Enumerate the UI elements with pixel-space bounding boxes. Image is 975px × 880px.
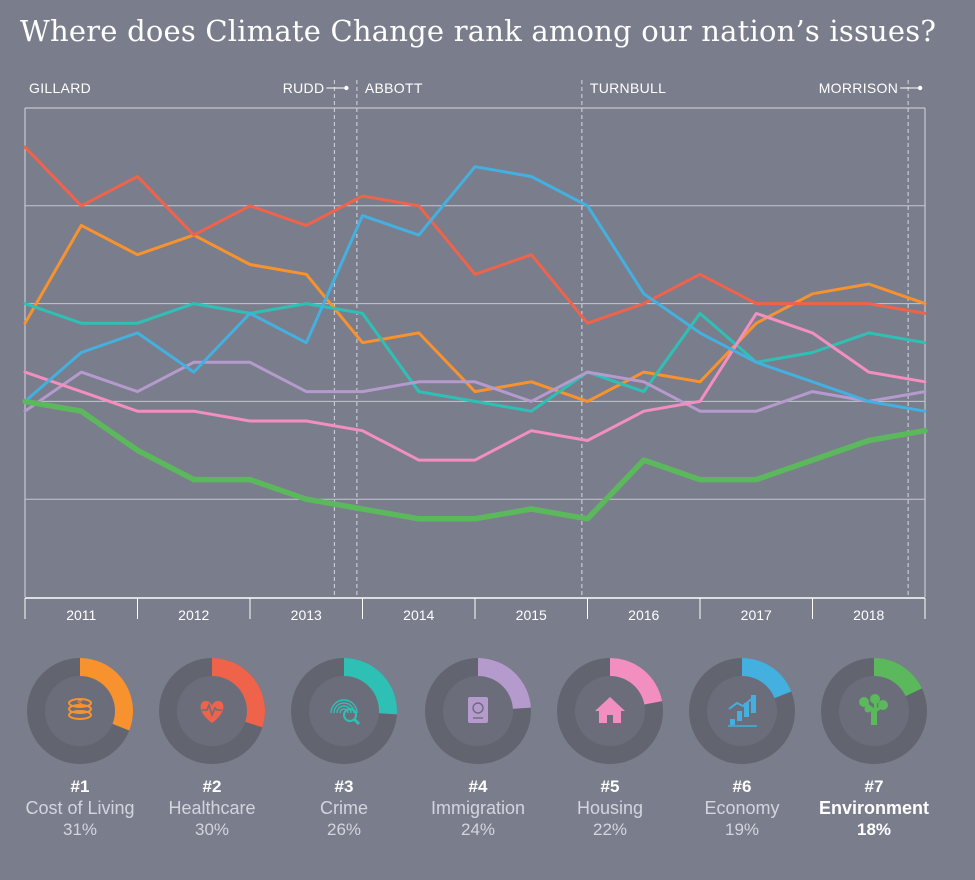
series-line-economy <box>23 165 927 413</box>
issue-card-healthcare: #2 Healthcare 30% <box>142 655 282 841</box>
issue-name: Economy <box>704 798 780 818</box>
issue-percent: 24% <box>460 820 496 839</box>
leader-label: MORRISON <box>819 80 898 96</box>
issue-name: Cost of Living <box>25 798 135 818</box>
year-tick-label: 2015 <box>516 607 547 623</box>
issue-percent: 30% <box>194 820 230 839</box>
donut-hole <box>309 676 379 746</box>
series-line-environment <box>22 398 928 522</box>
year-tick-label: 2017 <box>741 607 772 623</box>
passport-icon <box>468 697 488 723</box>
issue-name: Immigration <box>430 798 526 818</box>
year-tick-label: 2014 <box>403 607 434 623</box>
issue-card-crime: #3 Crime 26% <box>274 655 414 841</box>
issue-name: Healthcare <box>168 798 256 818</box>
series-line-housing <box>23 311 927 462</box>
donut-immigration <box>425 658 531 764</box>
issue-percent: 31% <box>62 820 98 839</box>
issue-rank: #5 <box>600 777 620 796</box>
donut-crime <box>291 658 398 764</box>
series-line-immigration <box>23 360 927 413</box>
issue-rank: #4 <box>468 777 488 796</box>
issue-card-environment: #7 Environment 18% <box>804 655 944 841</box>
issue-card-economy: #6 Economy 19% <box>672 655 812 841</box>
issue-percent: 19% <box>724 820 760 839</box>
leader-arrow-dot <box>917 85 923 91</box>
issue-donut-row: $ #1 Cost of Living 31% #2 Healthcare 30… <box>0 655 975 880</box>
year-tick-label: 2013 <box>291 607 322 623</box>
issue-rank-line-chart: 2011 2012 2013 2014 2015 2016 2017 2018 GILLARD R… <box>22 80 928 623</box>
year-tick-label: 2018 <box>853 607 884 623</box>
series-line-cost-of-living <box>23 223 927 403</box>
year-tick-label: 2016 <box>628 607 659 623</box>
issue-rank: #6 <box>732 777 752 796</box>
leader-label: ABBOTT <box>365 80 423 96</box>
issue-rank: #1 <box>70 777 90 796</box>
coins-icon: $ <box>68 698 92 720</box>
issue-percent: 18% <box>856 820 892 839</box>
leader-label: GILLARD <box>29 80 91 96</box>
page-title: Where does Climate Change rank among our… <box>20 14 937 48</box>
issue-name: Crime <box>320 798 368 818</box>
series-line-crime <box>23 302 927 413</box>
year-tick-label: 2012 <box>178 607 209 623</box>
issue-rank: #2 <box>202 777 222 796</box>
fingerprint-icon <box>330 699 361 726</box>
year-tick-label: 2011 <box>66 607 96 623</box>
donut-housing <box>557 658 663 764</box>
issue-card-cost-of-living: $ #1 Cost of Living 31% <box>10 655 150 841</box>
leader-arrow-dot <box>344 85 349 91</box>
house-icon <box>595 697 625 723</box>
tree-icon <box>859 694 888 725</box>
leader-label: RUDD <box>283 80 325 96</box>
issue-rank: #3 <box>334 777 354 796</box>
issue-name: Housing <box>576 798 644 818</box>
issue-percent: 26% <box>326 820 362 839</box>
donut-healthcare <box>159 658 266 764</box>
growth-chart-icon <box>728 695 757 727</box>
donut-environment <box>821 658 927 764</box>
issue-card-immigration: #4 Immigration 24% <box>408 655 548 841</box>
donut-cost-of-living: $ <box>27 658 134 764</box>
issue-name: Environment <box>818 798 929 818</box>
leader-label: TURNBULL <box>590 80 666 96</box>
svg-text:$: $ <box>77 699 83 710</box>
issue-rank: #7 <box>864 777 884 796</box>
heartbeat-icon <box>200 701 224 723</box>
issue-card-housing: #5 Housing 22% <box>540 655 680 841</box>
series-line-healthcare <box>23 145 927 325</box>
donut-economy <box>689 658 795 764</box>
issue-percent: 22% <box>592 820 628 839</box>
